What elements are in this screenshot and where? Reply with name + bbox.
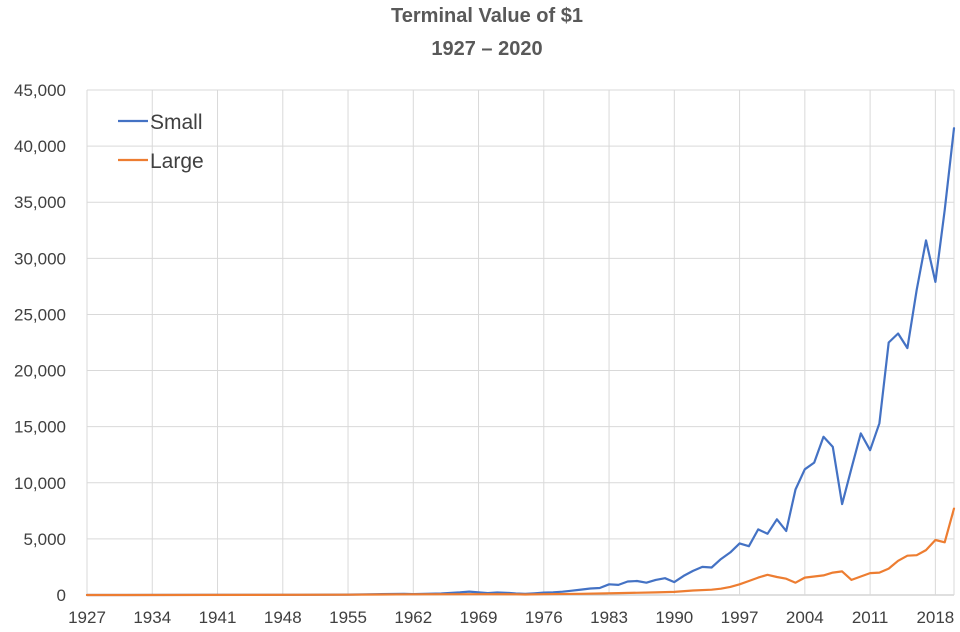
y-tick-label: 35,000: [14, 193, 66, 212]
x-tick-label: 1962: [394, 608, 432, 627]
x-tick-label: 2004: [786, 608, 824, 627]
x-axis-ticks: 1927 1934 1941 1948 1955 1962 1969 1976 1983 1990…: [68, 608, 954, 627]
y-tick-label: 40,000: [14, 137, 66, 156]
x-tick-label: 1934: [133, 608, 171, 627]
gridlines: [86, 89, 955, 596]
x-tick-label: 1948: [264, 608, 302, 627]
x-tick-label: 1983: [590, 608, 628, 627]
x-tick-label: 1990: [655, 608, 693, 627]
y-tick-label: 25,000: [14, 305, 66, 324]
x-tick-label: 1941: [199, 608, 237, 627]
x-tick-label: 1976: [525, 608, 563, 627]
chart-title: Terminal Value of $1: [391, 5, 583, 27]
y-axis-ticks: 0 5,000 10,000 15,000 20,000 25,000 30,000 35,0…: [14, 81, 66, 605]
y-tick-label: 0: [57, 586, 66, 605]
y-tick-label: 5,000: [23, 530, 66, 549]
x-tick-label: 2011: [852, 608, 889, 627]
y-tick-label: 20,000: [14, 362, 66, 381]
y-tick-label: 15,000: [14, 418, 66, 437]
y-tick-label: 30,000: [14, 249, 66, 268]
series-line-large: [85, 507, 956, 597]
legend-label-large: Large: [150, 150, 204, 173]
series-line-small: [85, 127, 956, 597]
chart-subtitle: 1927 – 2020: [431, 38, 542, 60]
legend: Small Large: [118, 111, 204, 173]
x-tick-label: 1927: [68, 608, 106, 627]
series-lines: [85, 127, 956, 597]
legend-label-small: Small: [150, 111, 203, 134]
y-tick-label: 10,000: [14, 474, 66, 493]
x-tick-label: 2018: [916, 608, 954, 627]
y-tick-label: 45,000: [14, 81, 66, 100]
x-tick-label: 1969: [460, 608, 498, 627]
x-tick-label: 1997: [721, 608, 759, 627]
x-tick-label: 1955: [329, 608, 367, 627]
